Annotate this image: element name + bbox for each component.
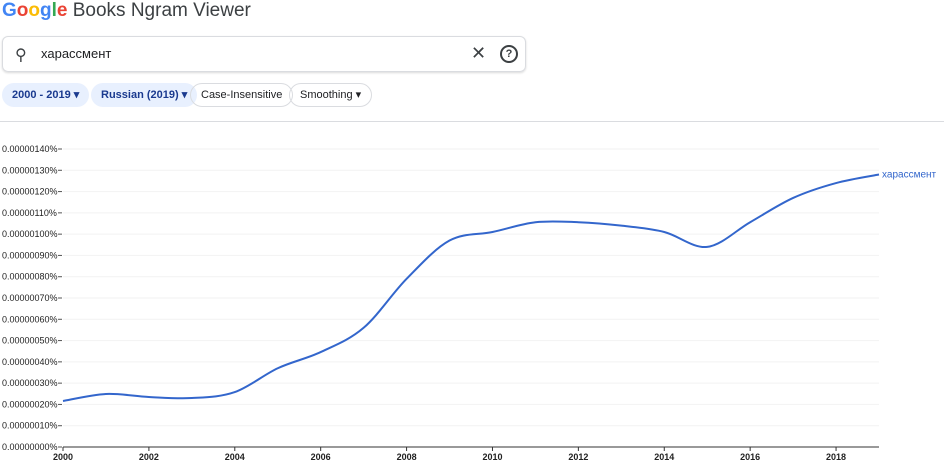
y-tick-label: 0.00000100%	[2, 229, 58, 239]
divider	[0, 121, 944, 122]
x-tick-label: 2006	[311, 452, 331, 461]
x-tick-label: 2004	[225, 452, 245, 461]
y-tick-label: 0.00000020%	[2, 399, 58, 409]
corpus-label: Russian (2019)	[101, 89, 179, 101]
search-icon[interactable]: ⚲	[15, 47, 27, 64]
google-logo: Google	[2, 0, 68, 21]
x-tick-label: 2012	[568, 452, 588, 461]
y-tick-label: 0.00000120%	[2, 187, 58, 197]
y-tick-label: 0.00000030%	[2, 378, 58, 388]
y-tick-label: 0.00000090%	[2, 250, 58, 260]
corpus-dropdown[interactable]: Russian (2019) ▾	[91, 83, 198, 107]
smoothing-dropdown[interactable]: Smoothing ▾	[289, 83, 373, 107]
y-tick-label: 0.00000140%	[2, 144, 58, 154]
series-line	[62, 173, 880, 403]
caret-down-icon: ▾	[355, 89, 362, 101]
y-tick-label: 0.00000050%	[2, 336, 58, 346]
y-tick-label: 0.00000040%	[2, 357, 58, 367]
year-range-dropdown[interactable]: 2000 - 2019 ▾	[2, 83, 90, 107]
y-tick-label: 0.00000110%	[2, 208, 57, 218]
y-tick-label: 0.00000130%	[2, 165, 58, 175]
app-logo[interactable]: Google Books Ngram Viewer	[2, 0, 251, 22]
y-tick-label: 0.00000060%	[2, 314, 58, 324]
close-icon[interactable]: ✕	[471, 43, 487, 63]
caret-down-icon: ▾	[181, 89, 188, 101]
search-input[interactable]: харассмент	[41, 46, 112, 61]
app-title: Books Ngram Viewer	[72, 0, 251, 21]
smoothing-label: Smoothing	[300, 89, 353, 101]
y-tick-label: 0.00000080%	[2, 272, 58, 282]
x-tick-label: 2002	[139, 452, 159, 461]
x-tick-label: 2014	[654, 452, 674, 461]
year-range-label: 2000 - 2019	[12, 89, 71, 101]
x-tick-label: 2010	[482, 452, 502, 461]
y-tick-label: 0.00000010%	[2, 421, 58, 431]
x-tick-label: 2016	[740, 452, 760, 461]
x-tick-label: 2000	[53, 452, 73, 461]
x-tick-label: 2008	[397, 452, 417, 461]
series-label: харассмент	[882, 170, 937, 181]
help-icon[interactable]: ?	[500, 45, 518, 63]
case-label: Case-Insensitive	[201, 89, 283, 101]
search-box[interactable]: ⚲ харассмент ✕ ?	[2, 36, 526, 72]
y-tick-label: 0.00000000%	[2, 442, 58, 452]
x-tick-label: 2018	[826, 452, 846, 461]
y-tick-label: 0.00000070%	[2, 293, 58, 303]
caret-down-icon: ▾	[73, 89, 80, 101]
